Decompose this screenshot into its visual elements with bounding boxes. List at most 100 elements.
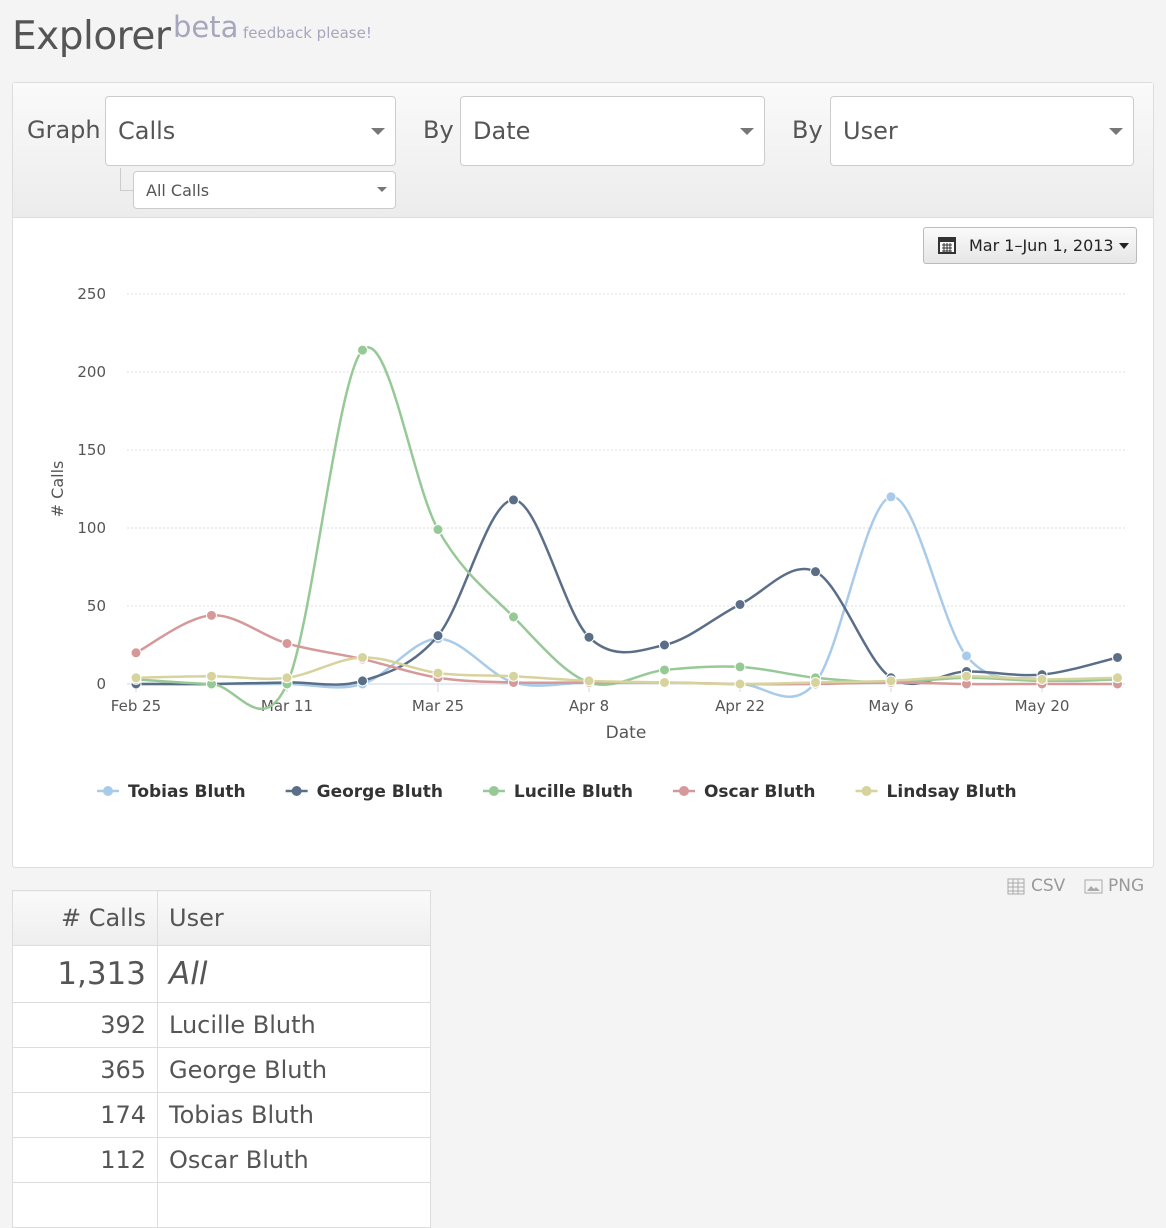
count-cell: 392 <box>12 1002 158 1048</box>
summary-table: # Calls User 1,313 All 392 Lucille Bluth 365… <box>12 890 431 1228</box>
count-cell: 112 <box>12 1137 158 1183</box>
data-point <box>357 344 368 356</box>
x-tick-label: Mar 11 <box>261 697 313 715</box>
y-tick-label: 250 <box>77 285 106 303</box>
data-point <box>130 647 142 659</box>
by-date-select[interactable]: Date <box>460 96 765 166</box>
header-cell: # Calls <box>12 890 158 946</box>
data-point <box>810 566 821 578</box>
chart: 0 50 100 150 200 250 Feb 25 Mar 11 Mar 25 Apr 8 Ap… <box>48 285 1125 802</box>
legend-label: Lindsay Bluth <box>887 782 1017 802</box>
by-label: By <box>423 116 454 144</box>
user-cell: Tobias Bluth <box>157 1092 431 1138</box>
data-point <box>206 609 217 621</box>
table-header: # Calls User <box>12 890 431 946</box>
png-icon <box>1084 879 1103 894</box>
y-tick-label: 0 <box>96 675 106 693</box>
user-cell: George Bluth <box>157 1047 431 1093</box>
header-cell: User <box>157 890 431 946</box>
connector <box>120 168 133 191</box>
table-row: 392 Lucille Bluth <box>12 1002 431 1048</box>
legend-item: George Bluth <box>285 782 443 802</box>
data-point <box>357 675 368 687</box>
data-point <box>885 491 897 503</box>
table-row: 1,313 All <box>12 945 431 1003</box>
by-user-select[interactable]: User <box>830 96 1134 166</box>
user-cell: Oscar Bluth <box>157 1137 431 1183</box>
data-point <box>734 598 746 610</box>
y-tick-label: 200 <box>77 363 106 381</box>
data-point <box>432 667 444 679</box>
x-tick-label: May 6 <box>868 697 913 715</box>
legend-label: Lucille Bluth <box>514 782 633 802</box>
user-cell: All <box>157 945 431 1003</box>
data-point <box>281 637 293 649</box>
x-tick-label: Feb 25 <box>111 697 161 715</box>
data-point <box>508 494 519 506</box>
y-tick-label: 100 <box>77 519 106 537</box>
page: Explorer {"header": {"title": "Explorer"… <box>0 0 1166 1192</box>
png-export[interactable]: PNG <box>1108 876 1145 896</box>
legend-item: Tobias Bluth <box>97 782 246 802</box>
user-cell: Lucille Bluth <box>157 1002 431 1048</box>
count-cell: 174 <box>12 1092 158 1138</box>
data-point <box>281 672 293 684</box>
data-point <box>508 611 519 623</box>
count-cell: 1,313 <box>12 945 158 1003</box>
legend-label: George Bluth <box>317 782 443 802</box>
table-row: 174 Tobias Bluth <box>12 1092 431 1138</box>
count-cell: 365 <box>12 1047 158 1093</box>
data-point <box>1112 651 1123 663</box>
data-point <box>1036 673 1048 685</box>
data-point <box>659 676 670 688</box>
sub-select[interactable]: All Calls <box>133 171 396 209</box>
x-axis-title: Date <box>606 723 647 743</box>
count-cell <box>12 1182 158 1228</box>
data-point <box>508 670 519 682</box>
x-tick-label: Mar 25 <box>412 697 464 715</box>
by-label: By <box>792 116 823 144</box>
x-tick-label: Apr 22 <box>715 697 765 715</box>
y-tick-label: 50 <box>87 597 106 615</box>
calendar-icon <box>938 237 956 254</box>
csv-icon <box>1007 878 1025 895</box>
graph-select[interactable]: Calls <box>105 96 396 166</box>
table-row: 112 Oscar Bluth <box>12 1137 431 1183</box>
feedback-link[interactable]: feedback please! <box>243 24 372 42</box>
data-point <box>734 661 746 673</box>
y-tick-label: 150 <box>77 441 106 459</box>
series-line <box>136 495 1118 698</box>
table-row <box>12 1182 431 1228</box>
data-point <box>206 670 217 682</box>
data-point <box>810 676 821 688</box>
legend-label: Oscar Bluth <box>704 782 816 802</box>
x-tick-label: May 20 <box>1015 697 1070 715</box>
x-tick-label: Apr 8 <box>569 697 609 715</box>
graph-label: Graph <box>27 116 101 144</box>
series-line <box>135 346 1118 711</box>
date-range-button[interactable]: Mar 1–Jun 1, 2013 <box>923 227 1137 264</box>
data-point <box>885 675 897 687</box>
data-point <box>432 524 444 536</box>
y-axis-title: # Calls <box>48 461 67 518</box>
series-line <box>135 656 1118 686</box>
data-point <box>659 639 670 651</box>
legend-label: Tobias Bluth <box>128 782 246 802</box>
data-point <box>961 670 972 682</box>
legend-item: Oscar Bluth <box>672 782 816 802</box>
data-point <box>1112 672 1123 684</box>
explorer-page: Explorer beta feedback please! Graph Cal… <box>0 0 1166 1192</box>
data-point <box>432 630 444 642</box>
user-cell <box>157 1182 431 1228</box>
csv-export[interactable]: CSV <box>1031 876 1066 896</box>
data-point <box>357 651 368 663</box>
data-point <box>659 664 670 676</box>
legend-marker <box>103 786 113 796</box>
data-point <box>961 650 972 662</box>
legend-marker <box>678 786 689 796</box>
data-point <box>583 631 595 643</box>
beta-badge: beta <box>173 10 239 44</box>
legend-marker <box>488 786 499 796</box>
data-point <box>130 672 142 684</box>
data-point <box>583 675 595 687</box>
